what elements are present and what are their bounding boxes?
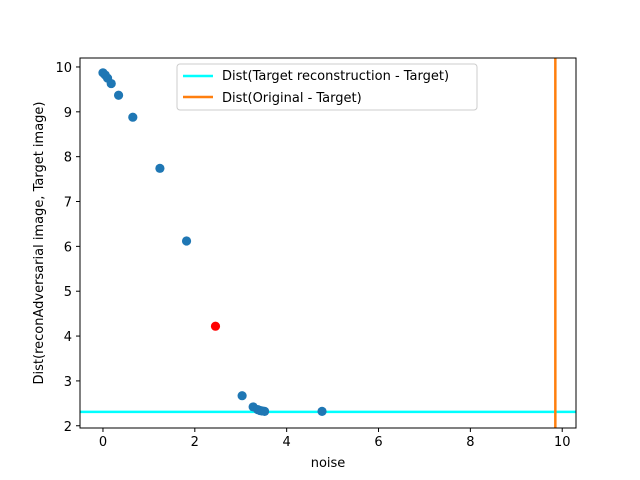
x-tick-label: 8 (466, 435, 474, 450)
legend-box (176, 63, 478, 111)
x-tick-label: 4 (283, 435, 291, 450)
legend-label-target-reconstruction: Dist(Target reconstruction - Target) (222, 69, 449, 84)
x-axis-ticks: 0 2 4 6 8 10 (99, 428, 571, 450)
data-point (106, 78, 116, 89)
legend: Dist(Target reconstruction - Target) Dis… (176, 63, 478, 111)
x-tick-label: 2 (191, 435, 199, 450)
y-axis-ticks: 2 3 4 5 6 7 8 9 10 (55, 61, 80, 435)
data-point (128, 112, 138, 122)
y-tick-label: 9 (64, 106, 72, 121)
plot-area (80, 58, 576, 428)
y-tick-label: 2 (64, 420, 72, 435)
data-point (181, 236, 192, 246)
y-tick-label: 4 (64, 330, 72, 345)
y-tick-label: 7 (64, 196, 72, 211)
data-point (155, 163, 165, 173)
data-point (113, 90, 124, 100)
y-tick-label: 3 (64, 375, 72, 390)
y-tick-label: 8 (64, 151, 72, 166)
data-point (237, 391, 247, 401)
y-axis-label: Dist(reconAdversarial image, Target imag… (32, 102, 47, 385)
reference-lines (80, 58, 576, 428)
x-axis-label: noise (311, 456, 346, 471)
plot-frame (79, 57, 577, 429)
y-tick-label: 5 (64, 285, 72, 300)
data-point (317, 406, 327, 417)
legend-label-original: Dist(Original - Target) (222, 91, 362, 106)
data-point (210, 321, 221, 331)
x-tick-label: 10 (554, 435, 571, 450)
data-points (98, 68, 327, 417)
x-tick-label: 6 (374, 435, 382, 450)
y-tick-label: 6 (64, 240, 72, 255)
data-point (260, 406, 270, 417)
x-tick-label: 0 (99, 435, 107, 450)
y-tick-label: 10 (55, 61, 72, 76)
